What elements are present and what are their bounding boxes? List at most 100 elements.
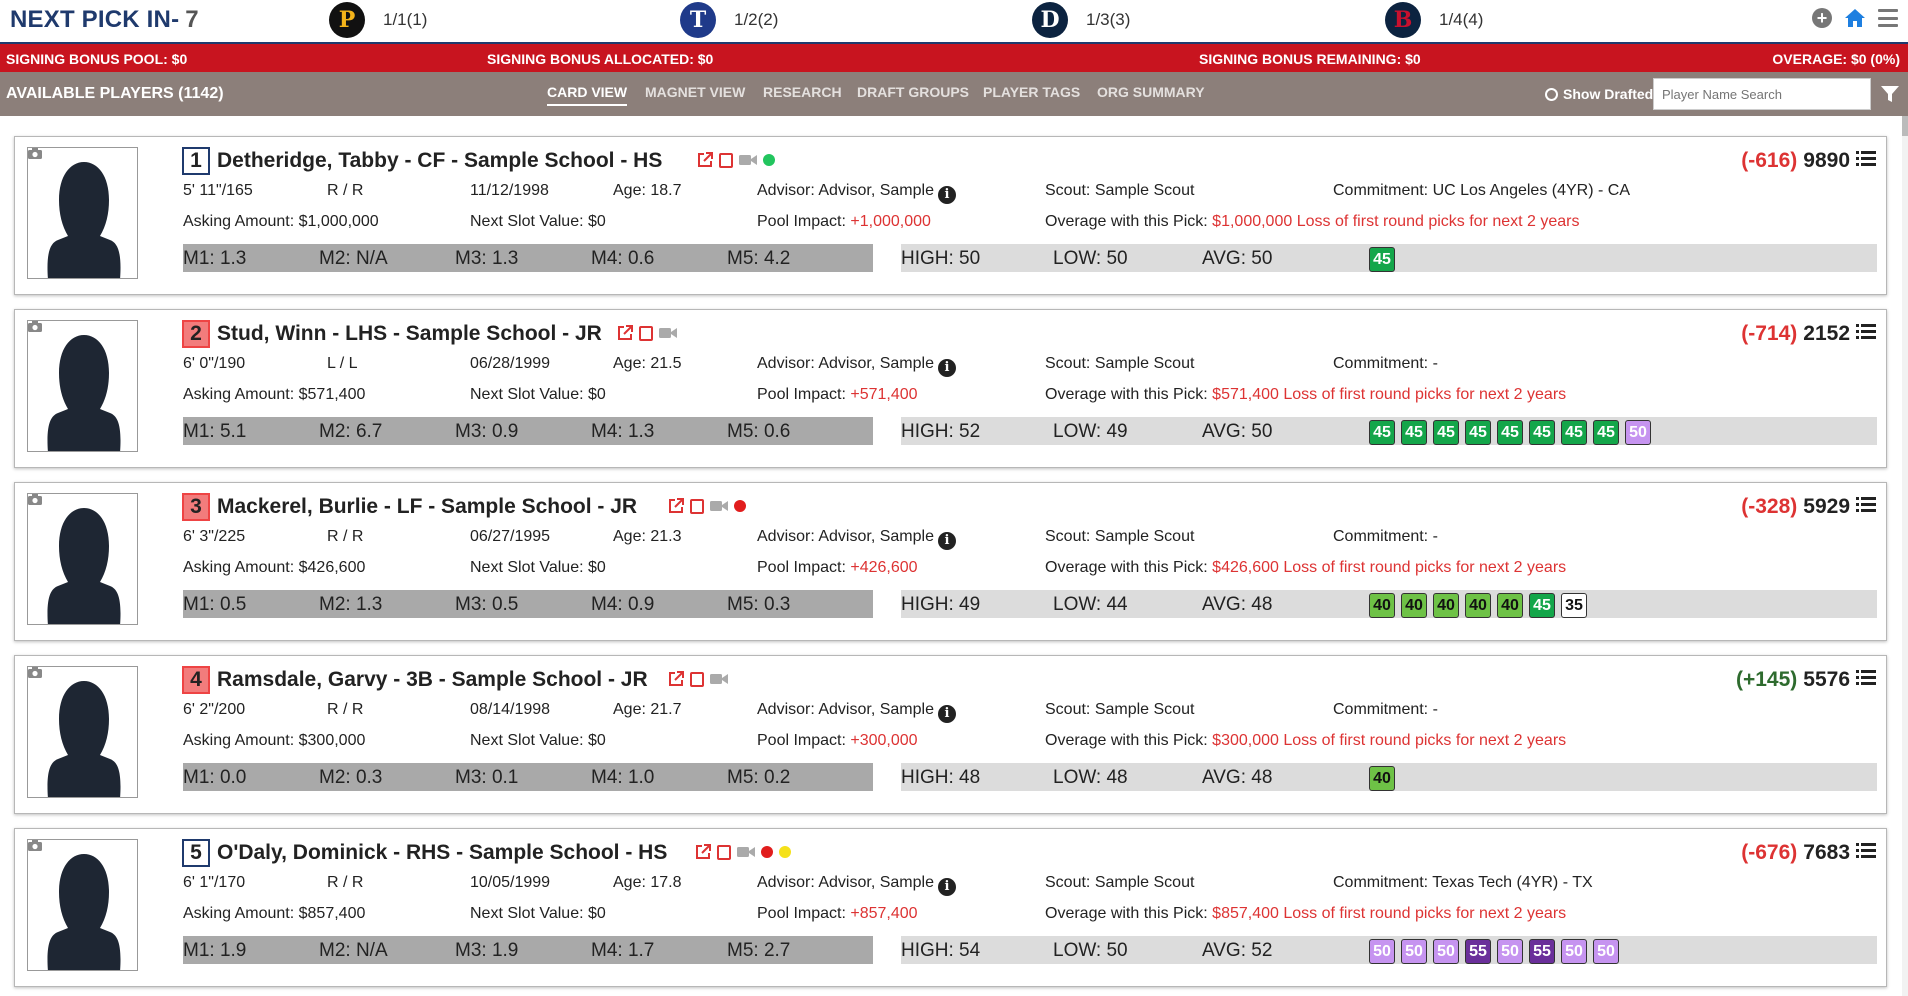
- grade-badge[interactable]: 50: [1593, 939, 1619, 964]
- radio-icon[interactable]: [1545, 87, 1558, 101]
- scrollbar-track[interactable]: [1902, 116, 1908, 996]
- tab-magnet-view[interactable]: MAGNET VIEW: [645, 84, 746, 100]
- external-link-icon[interactable]: [697, 152, 713, 168]
- external-link-icon[interactable]: [668, 498, 684, 514]
- grade-badge[interactable]: 50: [1369, 939, 1395, 964]
- grade-badge[interactable]: 40: [1433, 593, 1459, 618]
- show-drafted-toggle[interactable]: Show Drafted: [1545, 86, 1653, 102]
- team-pick-slot[interactable]: T 1/2(2): [680, 2, 778, 38]
- grade-badge[interactable]: 45: [1369, 247, 1395, 272]
- tab-research[interactable]: RESEARCH: [763, 84, 842, 100]
- asking-value: $300,000: [298, 732, 366, 749]
- grade-badge[interactable]: 40: [1465, 593, 1491, 618]
- tab-player-tags[interactable]: PLAYER TAGS: [983, 84, 1081, 100]
- info-icon[interactable]: i: [937, 186, 956, 204]
- list-icon[interactable]: [1856, 496, 1876, 513]
- list-icon[interactable]: [1856, 150, 1876, 167]
- grade-badge[interactable]: 40: [1497, 593, 1523, 618]
- info-icon[interactable]: i: [937, 359, 956, 377]
- grade-badge[interactable]: 50: [1561, 939, 1587, 964]
- grade-badge[interactable]: 50: [1625, 420, 1651, 445]
- grade-badge[interactable]: 40: [1369, 766, 1395, 791]
- video-camera-icon[interactable]: [739, 154, 757, 166]
- scout-value: Sample Scout: [1094, 874, 1195, 891]
- tab-org-summary[interactable]: ORG SUMMARY: [1097, 84, 1205, 100]
- player-card[interactable]: 3 Mackerel, Burlie - LF - Sample School -…: [14, 482, 1887, 641]
- grade-badge[interactable]: 45: [1561, 420, 1587, 445]
- grade-badge[interactable]: 45: [1433, 420, 1459, 445]
- show-drafted-label: Show Drafted: [1563, 86, 1654, 102]
- player-photo-placeholder[interactable]: [27, 320, 138, 452]
- player-name-link[interactable]: Mackerel, Burlie - LF - Sample School - …: [217, 495, 638, 518]
- player-card[interactable]: 5 O'Daly, Dominick - RHS - Sample School …: [14, 828, 1887, 987]
- grades-bar: HIGH: 49 LOW: 44 AVG: 48 40 40 40 40 40 45 35: [901, 590, 1877, 618]
- player-photo-placeholder[interactable]: [27, 839, 138, 971]
- grade-badge[interactable]: 45: [1401, 420, 1427, 445]
- grade-badge[interactable]: 45: [1529, 420, 1555, 445]
- player-card[interactable]: 2 Stud, Winn - LHS - Sample School - JR (-…: [14, 309, 1887, 468]
- filter-icon[interactable]: [1880, 85, 1900, 103]
- home-icon[interactable]: [1844, 8, 1866, 28]
- notes-icon[interactable]: [690, 671, 704, 687]
- camera-icon[interactable]: [28, 321, 42, 332]
- scrollbar-thumb[interactable]: [1902, 116, 1908, 136]
- video-camera-icon[interactable]: [737, 846, 755, 858]
- camera-icon[interactable]: [28, 148, 42, 159]
- grade-badge[interactable]: 55: [1465, 939, 1491, 964]
- grade-badge[interactable]: 35: [1561, 593, 1587, 618]
- grade-badge[interactable]: 45: [1465, 420, 1491, 445]
- external-link-icon[interactable]: [617, 325, 633, 341]
- info-icon[interactable]: i: [937, 532, 956, 550]
- team-pick-slot[interactable]: P 1/1(1): [329, 2, 427, 38]
- commitment: Commitment: -: [1333, 701, 1438, 719]
- notes-icon[interactable]: [639, 325, 653, 341]
- grade-badge[interactable]: 50: [1401, 939, 1427, 964]
- list-icon[interactable]: [1856, 323, 1876, 340]
- grade-badge[interactable]: 45: [1593, 420, 1619, 445]
- bonus-overage: OVERAGE: $0 (0%): [1772, 51, 1900, 67]
- notes-icon[interactable]: [690, 498, 704, 514]
- player-photo-placeholder[interactable]: [27, 666, 138, 798]
- scout-grade-badges: 45: [1369, 247, 1395, 272]
- video-camera-icon[interactable]: [710, 500, 728, 512]
- player-name-link[interactable]: O'Daly, Dominick - RHS - Sample School -…: [217, 841, 668, 864]
- player-name-link[interactable]: Detheridge, Tabby - CF - Sample School -…: [217, 149, 663, 172]
- player-name-link[interactable]: Ramsdale, Garvy - 3B - Sample School - J…: [217, 668, 648, 691]
- grade-badge[interactable]: 40: [1401, 593, 1427, 618]
- video-camera-icon[interactable]: [659, 327, 677, 339]
- info-icon[interactable]: i: [937, 878, 956, 896]
- grade-badge[interactable]: 45: [1369, 420, 1395, 445]
- grade-badge[interactable]: 55: [1529, 939, 1555, 964]
- notes-icon[interactable]: [719, 152, 733, 168]
- camera-icon[interactable]: [28, 494, 42, 505]
- player-name-link[interactable]: Stud, Winn - LHS - Sample School - JR: [217, 322, 602, 345]
- player-photo-placeholder[interactable]: [27, 493, 138, 625]
- external-link-icon[interactable]: [695, 844, 711, 860]
- team-pick-slot[interactable]: D 1/3(3): [1032, 2, 1130, 38]
- video-camera-icon[interactable]: [710, 673, 728, 685]
- pool-impact: Pool Impact: +426,600: [757, 559, 918, 577]
- grade-badge[interactable]: 40: [1369, 593, 1395, 618]
- player-photo-placeholder[interactable]: [27, 147, 138, 279]
- team-pick-slot[interactable]: B 1/4(4): [1385, 2, 1483, 38]
- metric-m3: M3: 0.1: [455, 767, 519, 788]
- grade-badge[interactable]: 50: [1433, 939, 1459, 964]
- player-name-search-input[interactable]: [1653, 78, 1871, 110]
- hamburger-menu-icon[interactable]: [1878, 9, 1898, 27]
- age-label: Age:: [613, 701, 651, 718]
- grade-badge[interactable]: 50: [1497, 939, 1523, 964]
- notes-icon[interactable]: [717, 844, 731, 860]
- player-card[interactable]: 1 Detheridge, Tabby - CF - Sample School …: [14, 136, 1887, 295]
- camera-icon[interactable]: [28, 840, 42, 851]
- info-icon[interactable]: i: [937, 705, 956, 723]
- list-icon[interactable]: [1856, 669, 1876, 686]
- external-link-icon[interactable]: [668, 671, 684, 687]
- camera-icon[interactable]: [28, 667, 42, 678]
- tab-card-view[interactable]: CARD VIEW: [547, 84, 628, 106]
- player-card[interactable]: 4 Ramsdale, Garvy - 3B - Sample School - …: [14, 655, 1887, 814]
- add-circle-icon[interactable]: +: [1812, 8, 1832, 28]
- grade-badge[interactable]: 45: [1497, 420, 1523, 445]
- list-icon[interactable]: [1856, 842, 1876, 859]
- tab-draft-groups[interactable]: DRAFT GROUPS: [857, 84, 969, 100]
- grade-badge[interactable]: 45: [1529, 593, 1555, 618]
